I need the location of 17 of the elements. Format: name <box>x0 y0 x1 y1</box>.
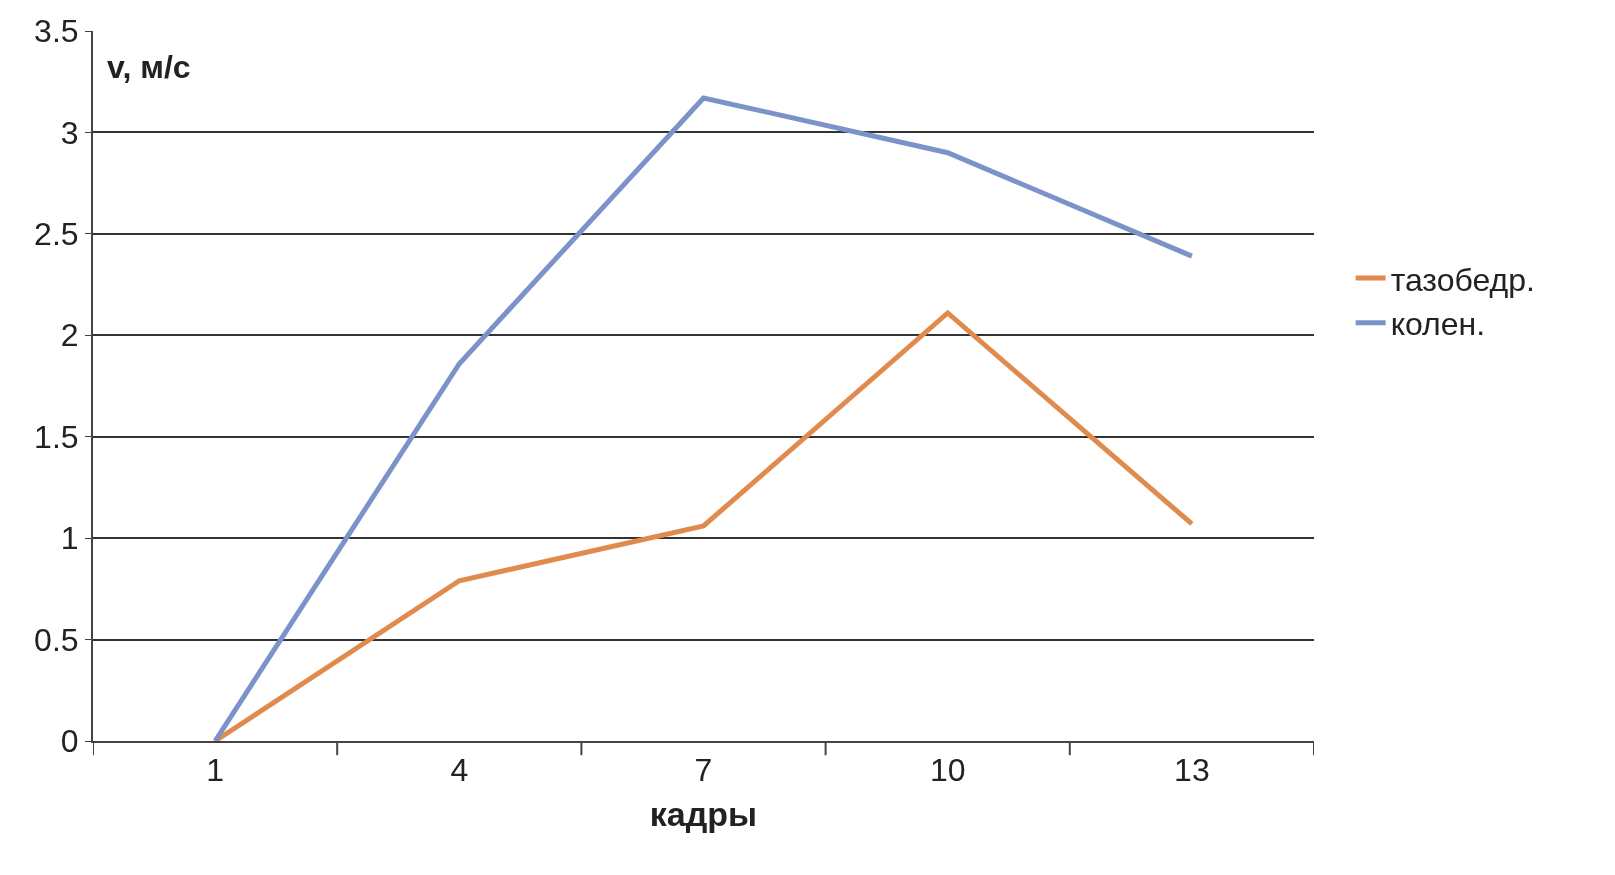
x-tick-label: 7 <box>694 752 713 789</box>
legend-label: тазобедр. <box>1390 261 1535 298</box>
x-tick-label: 10 <box>929 752 966 789</box>
x-tick-label: 13 <box>1174 752 1210 789</box>
y-tick-label: 1.5 <box>34 418 79 455</box>
y-tick-label: 1 <box>60 520 79 557</box>
legend-label: колен. <box>1390 306 1486 343</box>
y-tick-label: 3 <box>60 114 79 151</box>
y-tick-label: 2.5 <box>34 216 79 253</box>
y-tick-label: 0 <box>60 723 79 760</box>
x-axis-title: кадры <box>649 795 758 834</box>
x-tick-label: 4 <box>450 752 469 789</box>
y-tick-label: 3.5 <box>34 13 79 50</box>
y-tick-label: 0.5 <box>34 621 79 658</box>
x-tick-label: 1 <box>206 752 224 789</box>
y-tick-label: 2 <box>60 317 79 354</box>
y-axis-title: v, м/с <box>107 49 191 85</box>
